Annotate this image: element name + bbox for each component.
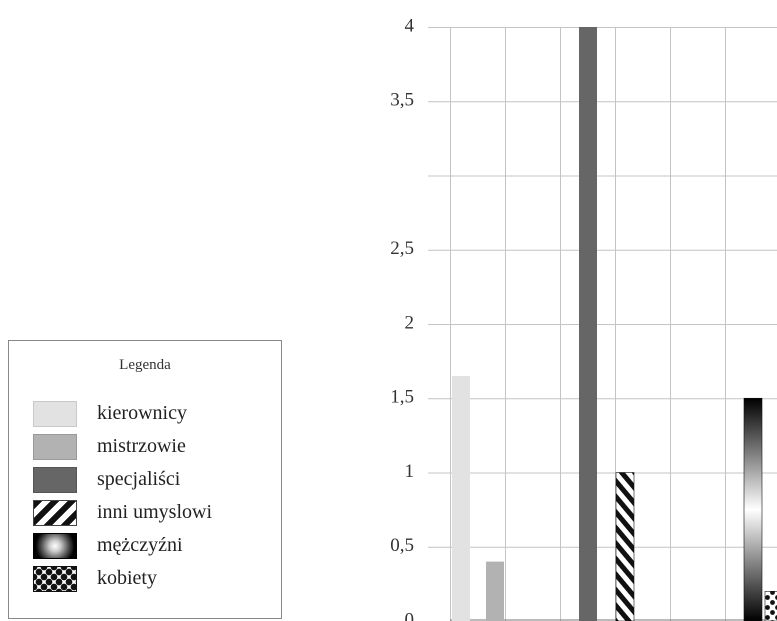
legend-item-kierownicy: kierownicy [33,397,212,430]
y-tick-label: 2,5 [390,238,414,259]
y-tick-label: 0,5 [390,535,414,556]
y-axis-ticks: 0 0,5 1 1,5 2 2,5 3,5 4 [390,15,414,621]
legend-item-inni-umyslowi: inni umyslowi [33,496,212,529]
legend: Legenda kierownicy mistrzowie specjaliśc… [8,340,282,619]
diagonal-stripes-swatch-icon [33,499,77,526]
radial-gradient-swatch-icon [33,532,77,559]
legend-label: kobiety [97,567,157,589]
legend-item-specjalisci: specjaliści [33,463,212,496]
legend-item-mezczyzni: mężczyźni [33,529,212,562]
grid-lines [428,27,777,621]
legend-label: inni umyslowi [97,501,213,523]
y-tick-label: 2 [405,312,415,333]
legend-label: mistrzowie [97,435,186,457]
legend-list: kierownicy mistrzowie specjaliści inni u… [33,397,212,595]
legend-item-kobiety: kobiety [33,562,212,595]
legend-label: kierownicy [97,402,187,424]
bar-mężczyźni [743,397,763,621]
bar-inni umyslowi [615,472,635,621]
bars [452,27,777,621]
light-gray-swatch-icon [33,400,77,427]
gray-swatch-icon [33,433,77,460]
bar-mistrzowie [486,561,504,621]
dark-gray-swatch-icon [33,466,77,493]
legend-item-mistrzowie: mistrzowie [33,430,212,463]
y-tick-label: 4 [405,15,415,36]
y-tick-label: 1,5 [390,387,414,408]
bar-kierownicy [452,375,470,621]
legend-title: Legenda [119,357,171,373]
y-tick-label: 3,5 [390,90,414,111]
polka-dot-swatch-icon [33,565,77,592]
y-tick-label: 0 [405,609,415,621]
legend-label: specjaliści [97,468,181,490]
y-tick-label: 1 [405,461,415,482]
bar-kobiety [764,590,777,621]
bar-specjaliści [579,27,597,621]
legend-label: mężczyźni [97,534,183,556]
